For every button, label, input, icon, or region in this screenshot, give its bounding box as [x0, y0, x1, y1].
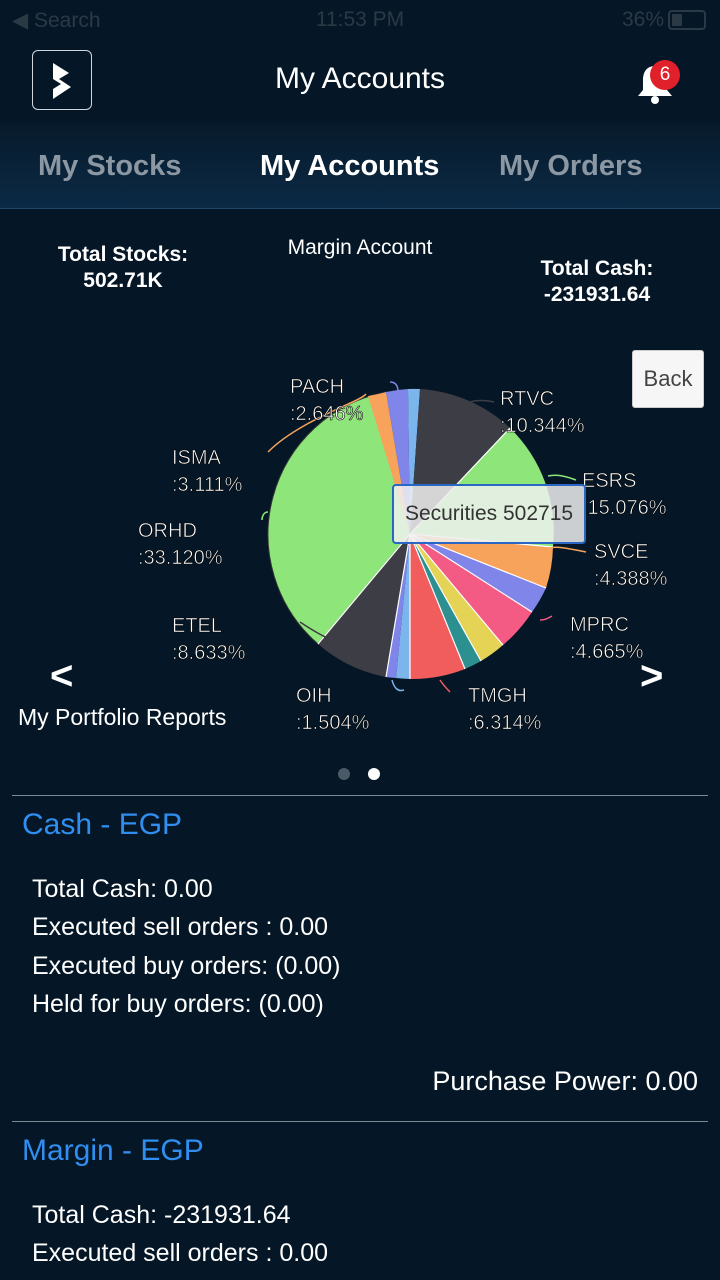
divider: [12, 795, 708, 796]
logo-icon: [53, 63, 71, 99]
next-arrow-icon[interactable]: >: [640, 654, 664, 698]
pie-labels: PACH :2.646% RTVC :10.344% ESRS :15.076%…: [138, 376, 668, 735]
total-stocks-label: Total Stocks:: [57, 243, 189, 266]
pie-label-svce: SVCE: [594, 541, 648, 563]
pie-label-oih-pct: :1.504%: [296, 712, 370, 734]
margin-section-title: Margin - EGP: [22, 1134, 204, 1167]
pie-label-oih: OIH: [296, 685, 332, 707]
total-cash-value: -231931.64: [543, 283, 651, 306]
total-cash: Total Cash: -231931.64: [520, 256, 674, 308]
pie-label-rtvc: RTVC: [500, 388, 554, 410]
pie-label-pach: PACH: [290, 376, 344, 398]
tab-my-accounts[interactable]: My Accounts: [260, 150, 440, 182]
pie-slice-etel: [318, 534, 410, 677]
tab-bar: My Stocks My Accounts My Orders: [0, 124, 720, 209]
pie-slice-tmgh: [410, 534, 465, 680]
cash-total: Total Cash: 0.00: [32, 875, 213, 903]
pie-slice-mprc-a: [410, 534, 546, 612]
pie-label-etel: ETEL: [172, 615, 222, 637]
pie-label-esrs-pct: :15.076%: [582, 497, 667, 519]
notification-badge: 6: [650, 60, 680, 90]
total-stocks-value: 502.71K: [83, 269, 163, 292]
pie-slice-yellow: [410, 534, 503, 661]
tab-my-orders[interactable]: My Orders: [499, 150, 643, 182]
cash-executed-buy: Executed buy orders: (0.00): [32, 952, 341, 980]
pie-slice-mprc-b: [410, 534, 532, 645]
pie-label-svce-pct: :4.388%: [594, 568, 668, 590]
tab-my-stocks[interactable]: My Stocks: [38, 150, 182, 182]
pie-label-etel-pct: :8.633%: [172, 642, 246, 664]
battery-icon: [668, 10, 706, 30]
pie-slice-svce: [410, 534, 553, 588]
page-dot-2[interactable]: [368, 768, 380, 780]
total-cash-label: Total Cash:: [540, 257, 654, 280]
pie-label-tmgh-pct: :6.314%: [468, 712, 542, 734]
pie-connectors: [261, 381, 587, 693]
portfolio-pie-chart: PACH :2.646% RTVC :10.344% ESRS :15.076%…: [138, 376, 668, 735]
margin-total: Total Cash: -231931.64: [32, 1201, 291, 1229]
status-bar: ◀ Search 11:53 PM 36%: [0, 0, 720, 40]
pie-label-orhd-pct: :33.120%: [138, 547, 223, 569]
pie-slice-orhd: [267, 391, 411, 645]
cash-held-buy: Held for buy orders: (0.00): [32, 990, 324, 1018]
back-to-search[interactable]: ◀ Search: [12, 9, 101, 32]
pie-label-pach-pct: :2.646%: [290, 403, 364, 425]
pie-label-isma-pct: :3.111%: [172, 474, 243, 496]
page-title: My Accounts: [274, 62, 446, 95]
cash-section-title: Cash - EGP: [22, 808, 183, 841]
margin-executed-sell: Executed sell orders : 0.00: [32, 1239, 328, 1267]
page-dot-1[interactable]: [338, 768, 350, 780]
page-indicator[interactable]: [338, 768, 380, 780]
cash-executed-sell: Executed sell orders : 0.00: [32, 913, 328, 941]
pie-label-tmgh: TMGH: [468, 685, 527, 707]
pie-label-esrs: ESRS: [582, 470, 636, 492]
pie-slice-teal: [410, 534, 481, 669]
pie-label-orhd: ORHD: [138, 520, 197, 542]
back-button[interactable]: Back: [632, 350, 704, 408]
prev-arrow-icon[interactable]: <: [50, 654, 74, 698]
divider: [12, 1121, 708, 1122]
pie-label-mprc: MPRC: [570, 614, 629, 636]
battery-percent: 36%: [621, 8, 664, 31]
portfolio-reports-link[interactable]: My Portfolio Reports: [18, 704, 227, 730]
account-type: Margin Account: [287, 236, 433, 259]
pie-label-isma: ISMA: [172, 447, 222, 469]
purchase-power: Purchase Power: 0.00: [432, 1066, 698, 1096]
total-stocks: Total Stocks: 502.71K: [40, 242, 206, 294]
battery-indicator: 36%: [622, 8, 706, 32]
pie-slice-oih-a: [396, 534, 410, 679]
status-time: 11:53 PM: [315, 8, 405, 31]
pie-label-rtvc-pct: :10.344%: [500, 415, 585, 437]
pie-label-mprc-pct: :4.665%: [570, 641, 644, 663]
app-logo[interactable]: [32, 50, 92, 110]
chart-tooltip: Securities 502715: [392, 484, 586, 544]
